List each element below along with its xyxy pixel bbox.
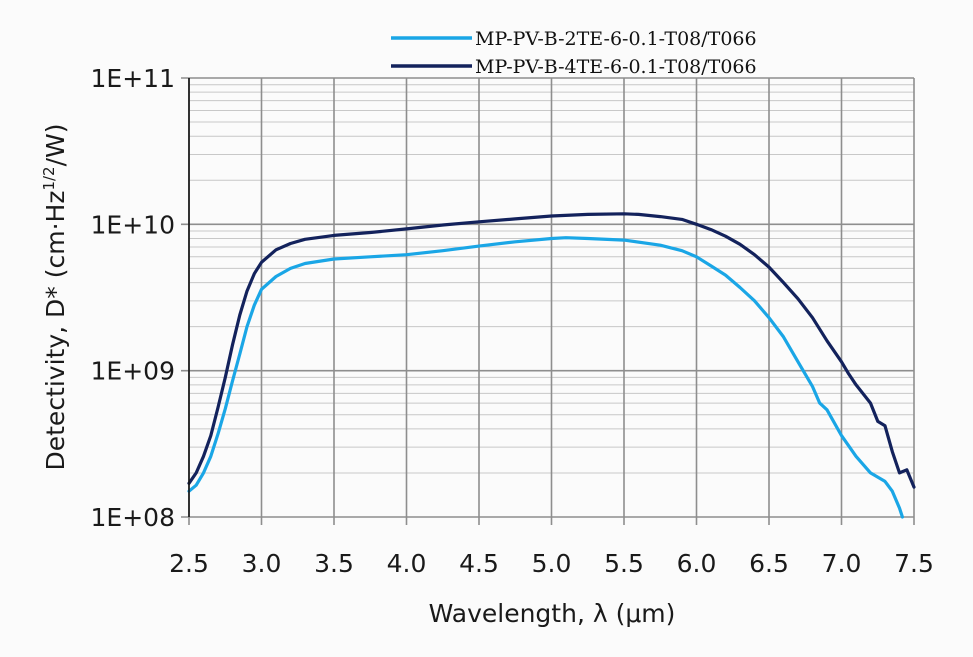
y-axis-label: Detectivity, D* (cm·Hz1/2/W) bbox=[40, 123, 70, 470]
x-tick-label: 5.5 bbox=[604, 549, 644, 578]
x-tick-label: 6.0 bbox=[677, 549, 717, 578]
x-tick-labels: 2.5 3.0 3.5 4.0 4.5 5.0 5.5 6.0 6.5 7.0 7.5 bbox=[169, 549, 934, 578]
x-tick-label: 3.5 bbox=[314, 549, 354, 578]
x-tick-label: 7.5 bbox=[894, 549, 934, 578]
series-lines bbox=[187, 212, 916, 519]
x-tick-label: 5.0 bbox=[532, 549, 572, 578]
x-tick-label: 4.5 bbox=[459, 549, 499, 578]
y-axis-label-superscript: 1/2 bbox=[40, 166, 58, 190]
series-line-0 bbox=[187, 236, 905, 519]
x-tick-label: 6.5 bbox=[749, 549, 789, 578]
y-tick-label: 1E+10 bbox=[91, 210, 175, 239]
x-tick-label: 4.0 bbox=[387, 549, 427, 578]
x-tick-label: 2.5 bbox=[169, 549, 209, 578]
legend-label-4te: MP-PV-B-4TE-6-0.1-T08/T066 bbox=[475, 56, 757, 78]
y-tick-label: 1E+08 bbox=[91, 503, 175, 532]
series-line-1 bbox=[187, 212, 916, 489]
y-tick-label: 1E+09 bbox=[91, 357, 175, 386]
legend-label-2te: MP-PV-B-2TE-6-0.1-T08/T066 bbox=[475, 28, 757, 50]
y-axis-label-end: /W) bbox=[41, 123, 70, 166]
y-tick-labels: 1E+08 1E+09 1E+10 1E+11 bbox=[91, 64, 175, 532]
x-tick-label: 7.0 bbox=[822, 549, 862, 578]
y-tick-label: 1E+11 bbox=[91, 64, 175, 93]
legend: MP-PV-B-2TE-6-0.1-T08/T066 MP-PV-B-4TE-6… bbox=[391, 28, 757, 78]
grid-lines bbox=[181, 77, 915, 525]
y-axis-label-main: Detectivity, D* (cm·Hz bbox=[41, 191, 70, 471]
x-tick-label: 3.0 bbox=[242, 549, 282, 578]
x-axis-label: Wavelength, λ (μm) bbox=[429, 599, 676, 628]
